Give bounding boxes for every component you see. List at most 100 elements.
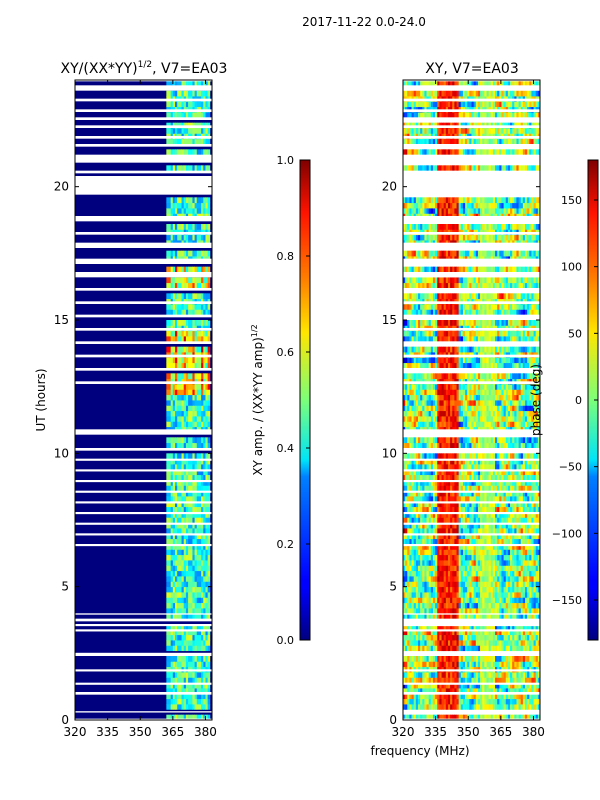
amp-cell bbox=[177, 656, 182, 662]
amp-cell bbox=[207, 677, 211, 684]
phase-cell bbox=[430, 560, 434, 566]
phase-cell bbox=[441, 629, 445, 636]
amp-cell bbox=[170, 581, 174, 588]
phase-cell bbox=[417, 506, 421, 513]
phase-cell bbox=[495, 602, 498, 609]
phase-cell bbox=[452, 608, 455, 614]
phase-cell bbox=[507, 602, 511, 609]
phase-cell bbox=[514, 480, 517, 486]
amp-cell bbox=[194, 688, 198, 694]
phase-cell bbox=[529, 656, 532, 662]
amp-cell bbox=[185, 677, 189, 684]
phase-cell bbox=[486, 464, 490, 470]
amp-cell bbox=[166, 389, 172, 396]
phase-cell bbox=[467, 490, 470, 497]
phase-cell bbox=[518, 560, 522, 566]
amp-cell bbox=[201, 565, 204, 572]
amp-cell bbox=[170, 528, 174, 534]
phase-cell bbox=[445, 549, 449, 556]
amp-cell bbox=[194, 224, 198, 230]
amp-cell bbox=[192, 682, 196, 689]
phase-cell bbox=[505, 533, 509, 540]
phase-cell bbox=[422, 613, 425, 620]
amp-cell bbox=[194, 90, 198, 97]
phase-cell bbox=[531, 602, 534, 609]
phase-cell bbox=[492, 512, 496, 518]
phase-cell bbox=[424, 634, 427, 641]
phase-cell bbox=[537, 613, 540, 620]
phase-cell bbox=[469, 464, 472, 470]
phase-cell bbox=[492, 453, 496, 460]
phase-cell bbox=[454, 704, 457, 710]
phase-cell bbox=[482, 501, 485, 508]
phase-cell bbox=[471, 554, 475, 561]
phase-cell bbox=[477, 464, 481, 470]
phase-cell bbox=[417, 453, 421, 460]
phase-cell bbox=[441, 608, 445, 614]
phase-cell bbox=[422, 421, 425, 428]
phase-cell bbox=[492, 613, 496, 620]
phase-cell bbox=[527, 501, 530, 508]
phase-cell bbox=[462, 672, 466, 678]
amp-cell bbox=[201, 437, 204, 444]
phase-cell bbox=[462, 645, 466, 652]
amp-cell bbox=[170, 149, 174, 156]
amp-cell bbox=[181, 90, 185, 97]
phase-cell bbox=[531, 629, 534, 636]
amp-cell bbox=[201, 549, 204, 556]
phase-cell bbox=[415, 586, 419, 593]
phase-cell bbox=[422, 602, 425, 609]
phase-cell bbox=[420, 437, 423, 444]
phase-cell bbox=[411, 512, 415, 518]
amp-cell bbox=[170, 656, 174, 662]
phase-cell bbox=[437, 528, 440, 534]
amp-cell bbox=[166, 560, 172, 566]
phase-cell bbox=[439, 613, 442, 620]
phase-cell bbox=[512, 597, 515, 604]
phase-cell bbox=[458, 682, 462, 689]
amp-colorbar: 0.00.20.40.60.81.0 XY amp. / (XX*YY amp)… bbox=[250, 154, 311, 647]
amp-cell bbox=[185, 624, 189, 630]
phase-cell bbox=[469, 442, 472, 449]
phase-cell bbox=[454, 672, 457, 678]
phase-cell bbox=[486, 656, 490, 662]
phase-cell bbox=[516, 517, 519, 524]
phase-cell bbox=[503, 517, 507, 524]
phase-cell bbox=[430, 592, 434, 598]
phase-cell bbox=[492, 586, 496, 593]
amp-cell bbox=[192, 224, 196, 230]
amp-cell bbox=[192, 277, 196, 284]
amp-cell bbox=[205, 677, 209, 684]
phase-cell bbox=[505, 581, 509, 588]
phase-cell bbox=[426, 554, 430, 561]
phase-cell bbox=[525, 496, 528, 502]
amp-cell bbox=[207, 138, 211, 145]
phase-cell bbox=[435, 693, 438, 700]
phase-cell bbox=[439, 570, 442, 577]
phase-cell bbox=[533, 586, 537, 593]
phase-cell bbox=[520, 677, 524, 684]
amp-cell bbox=[201, 346, 204, 353]
phase-cell bbox=[522, 501, 526, 508]
phase-cell bbox=[403, 592, 406, 598]
phase-cell bbox=[527, 474, 530, 481]
amp-cell bbox=[166, 394, 172, 401]
phase-cell bbox=[445, 560, 449, 566]
phase-cell bbox=[484, 634, 487, 641]
phase-cell bbox=[428, 688, 432, 694]
phase-cell bbox=[417, 608, 421, 614]
phase-cell bbox=[495, 704, 498, 710]
phase-cell bbox=[405, 714, 408, 720]
phase-cell bbox=[520, 464, 524, 470]
phase-cell bbox=[488, 640, 492, 646]
amp-cell bbox=[170, 128, 174, 134]
amp-cell bbox=[196, 336, 202, 342]
phase-cell bbox=[435, 576, 438, 582]
phase-cell bbox=[484, 688, 487, 694]
phase-cell bbox=[490, 645, 494, 652]
phase-cell bbox=[458, 704, 462, 710]
phase-cell bbox=[417, 634, 421, 641]
phase-cell bbox=[488, 480, 492, 486]
phase-cell bbox=[460, 677, 464, 684]
phase-cell bbox=[467, 629, 470, 636]
